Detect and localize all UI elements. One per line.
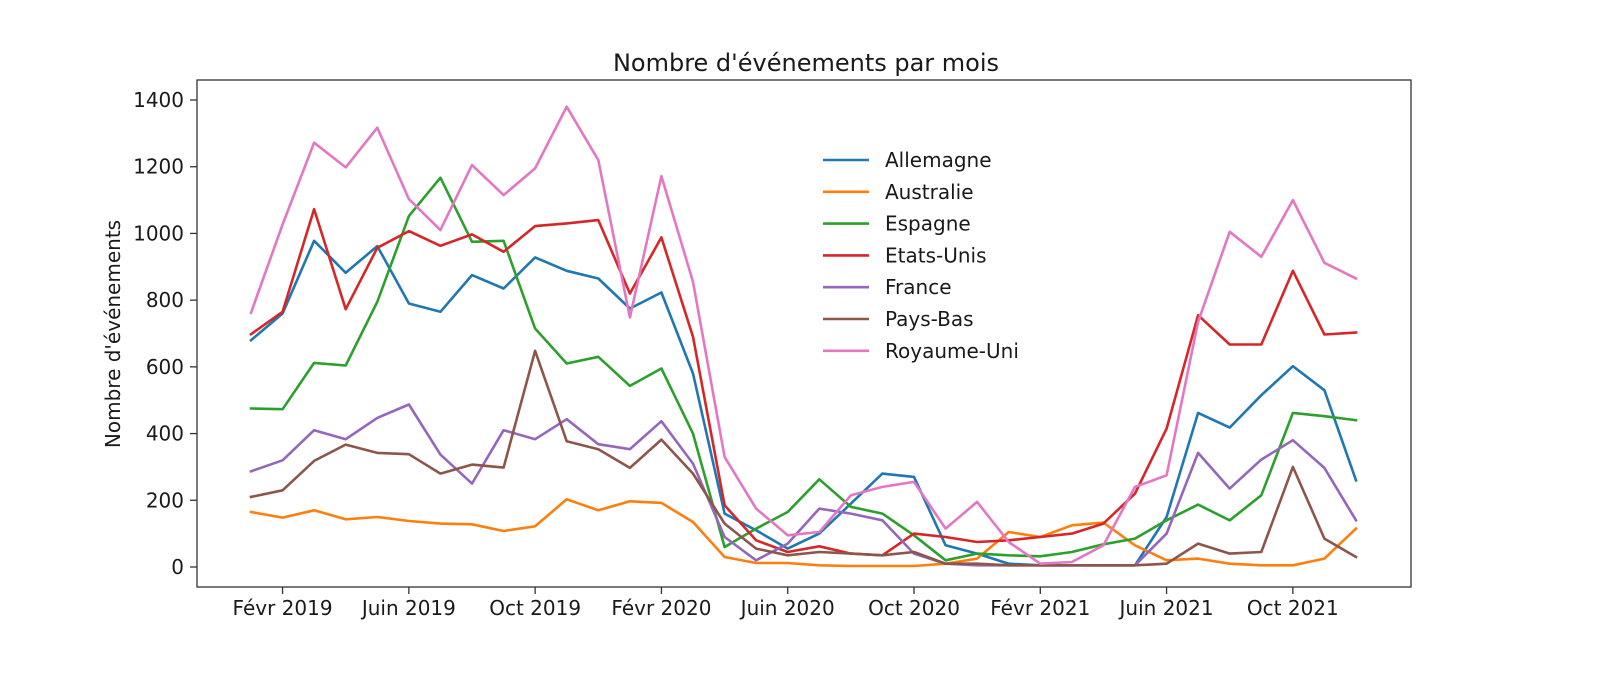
y-tick-label: 1000 [133,221,184,245]
y-tick-label: 0 [171,555,184,579]
legend: Allemagne Australie Espagne Etats-Unis Franc… [823,148,1019,363]
x-tick-label: Juin 2020 [739,596,835,620]
axes: 0 200 400 600 800 1000 1200 1400 Févr 2019 Juin 2… [133,79,1412,620]
y-tick-label: 1200 [133,155,184,179]
legend-label-allemagne: Allemagne [885,148,992,172]
series-line-royaume-uni [249,105,1358,566]
y-tick-label: 800 [146,288,184,312]
x-tick-label: Oct 2019 [489,596,581,620]
x-tick-label: Févr 2020 [611,596,711,620]
y-tick-label: 600 [146,355,184,379]
x-tick-label: Oct 2020 [868,596,960,620]
x-tick-label: Févr 2021 [990,596,1090,620]
series-line-france [249,403,1358,567]
x-tick-label: Juin 2019 [360,596,456,620]
x-tick-label: Févr 2019 [233,596,333,620]
series-line-pays-bas [249,349,1358,567]
x-tick-label: Oct 2021 [1247,596,1339,620]
legend-label-pays-bas: Pays-Bas [885,307,974,331]
series-line-allemagne [249,239,1358,567]
y-tick-label: 400 [146,422,184,446]
legend-label-australie: Australie [885,180,974,204]
series-line-etats-unis [249,207,1358,557]
legend-label-espagne: Espagne [885,212,971,236]
y-axis-label: Nombre d'événements [101,220,125,448]
y-tick-label: 1400 [133,88,184,112]
legend-label-france: France [885,275,952,299]
legend-label-etats-unis: Etats-Unis [885,243,987,267]
legend-label-royaume-uni: Royaume-Uni [885,339,1019,363]
x-tick-label: Juin 2021 [1118,596,1214,620]
plot-area [249,105,1358,568]
plot-frame [196,79,1412,588]
y-tick-label: 200 [146,488,184,512]
chart-title: Nombre d'événements par mois [613,49,999,77]
